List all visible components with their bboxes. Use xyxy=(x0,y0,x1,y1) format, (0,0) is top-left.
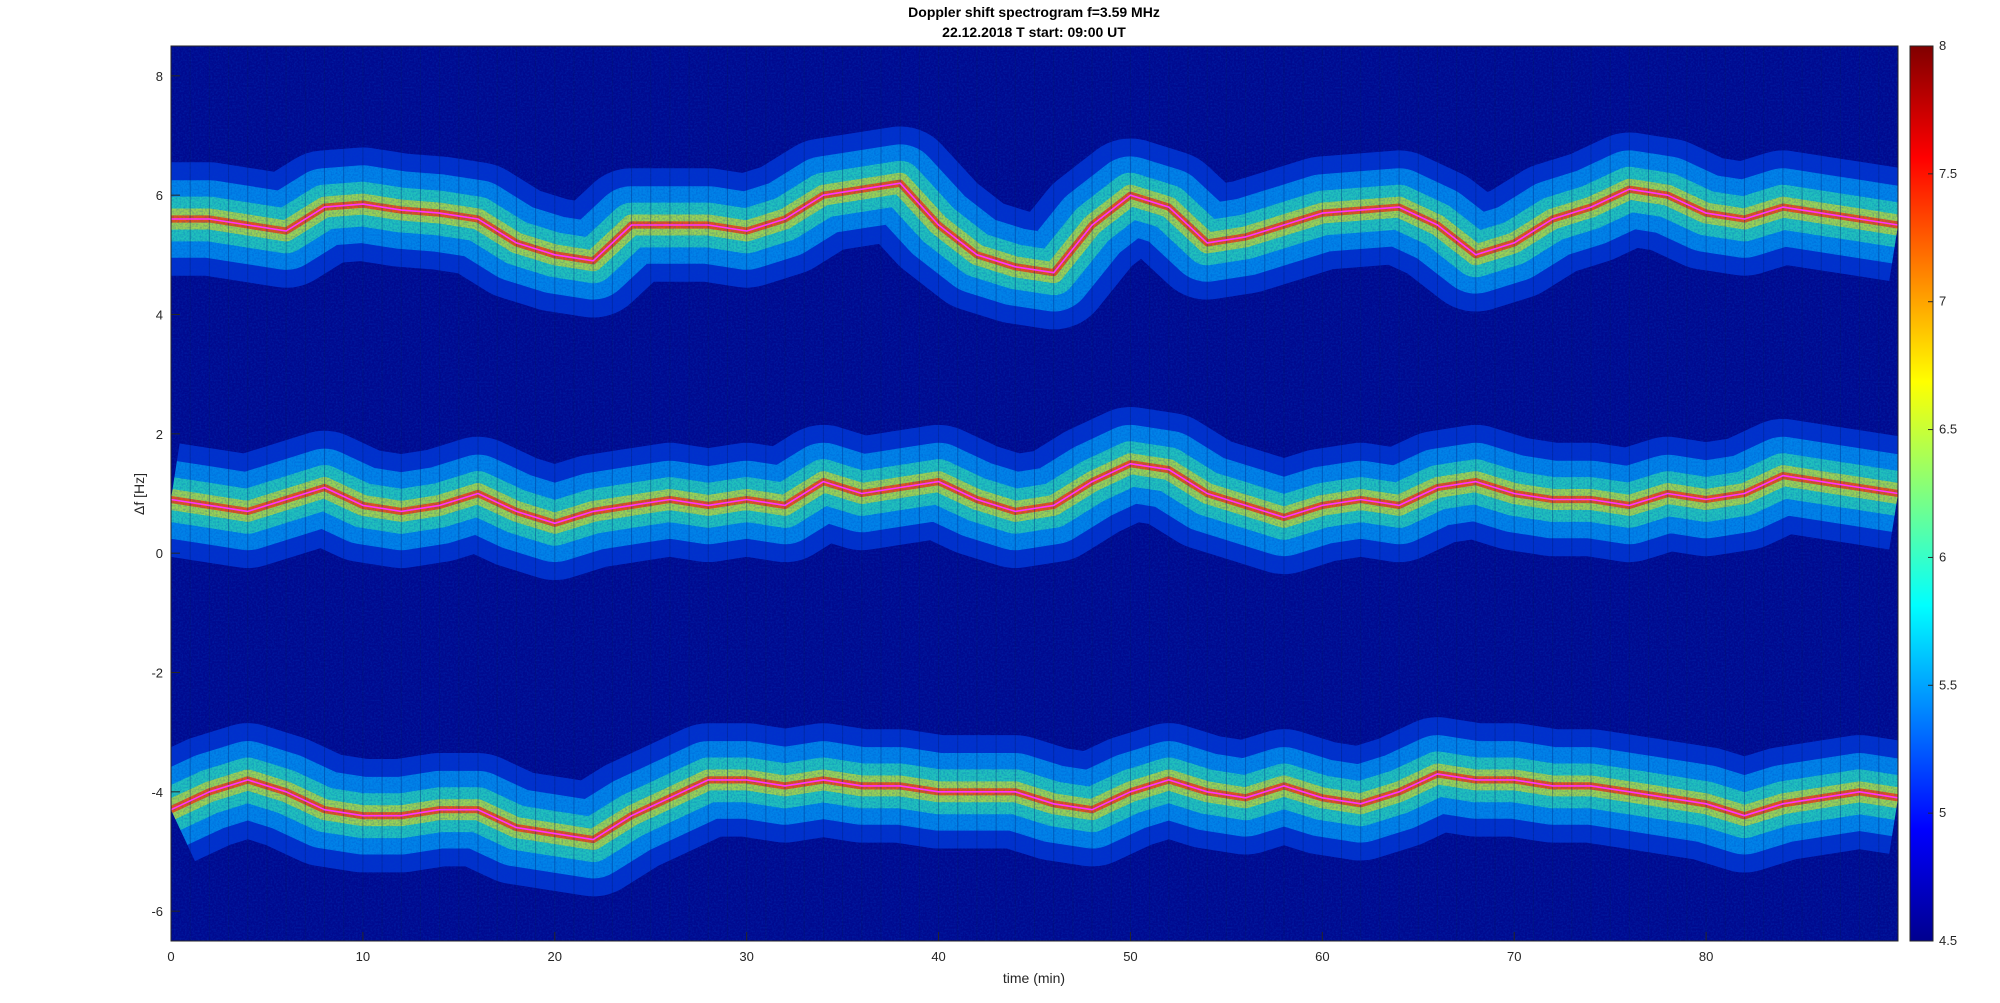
y-tick-label: 6 xyxy=(156,188,163,203)
y-tick-label: 0 xyxy=(156,546,163,561)
x-tick-label: 80 xyxy=(1699,949,1713,964)
x-tick-label: 0 xyxy=(167,949,174,964)
colorbar-tick-label: 6 xyxy=(1939,549,1946,564)
y-tick-label: -6 xyxy=(151,904,163,919)
colorbar-ticks: 4.5 5 5.5 6 6.5 7 7.5 8 xyxy=(1928,38,1957,948)
colorbar-tick-label: 5.5 xyxy=(1939,677,1957,692)
x-tick-label: 50 xyxy=(1123,949,1137,964)
y-tick-label: -2 xyxy=(151,666,163,681)
trace-line-1 xyxy=(171,462,1898,525)
x-tick-label: 20 xyxy=(548,949,562,964)
colorbar-tick-label: 6.5 xyxy=(1939,422,1957,437)
colorbar-tick-label: 7.5 xyxy=(1939,166,1957,181)
chart-subtitle: 22.12.2018 T start: 09:00 UT xyxy=(942,24,1126,40)
colorbar-tick-label: 4.5 xyxy=(1939,933,1957,948)
colorbar: 4.5 5 5.5 6 6.5 7 7.5 8 xyxy=(1909,38,1957,948)
colorbar-gradient xyxy=(1909,45,1934,942)
noise-texture xyxy=(171,46,1898,941)
trace-line-2 xyxy=(171,773,1898,841)
y-tick-label: -4 xyxy=(151,785,163,800)
x-tick-label: 30 xyxy=(739,949,753,964)
y-axis-label: Δf [Hz] xyxy=(131,473,147,515)
y-axis: -6 -4 -2 0 2 4 6 8 xyxy=(151,69,180,919)
x-tick-label: 70 xyxy=(1507,949,1521,964)
y-tick-label: 4 xyxy=(156,308,163,323)
x-axis-label: time (min) xyxy=(1003,970,1065,986)
plot-area xyxy=(170,45,1899,942)
x-axis: 0 10 20 30 40 50 60 70 80 xyxy=(167,932,1713,964)
colorbar-tick-label: 7 xyxy=(1939,294,1946,309)
trace-line-0 xyxy=(171,182,1898,274)
x-tick-label: 10 xyxy=(356,949,370,964)
chart-title: Doppler shift spectrogram f=3.59 MHz xyxy=(908,4,1160,20)
plot-frame xyxy=(170,45,1899,942)
colorbar-tick-label: 8 xyxy=(1939,38,1946,53)
x-tick-label: 40 xyxy=(931,949,945,964)
y-tick-label: 2 xyxy=(156,427,163,442)
y-tick-label: 8 xyxy=(156,69,163,84)
colorbar-tick-label: 5 xyxy=(1939,805,1946,820)
doppler-traces xyxy=(171,182,1898,841)
x-tick-label: 60 xyxy=(1315,949,1329,964)
